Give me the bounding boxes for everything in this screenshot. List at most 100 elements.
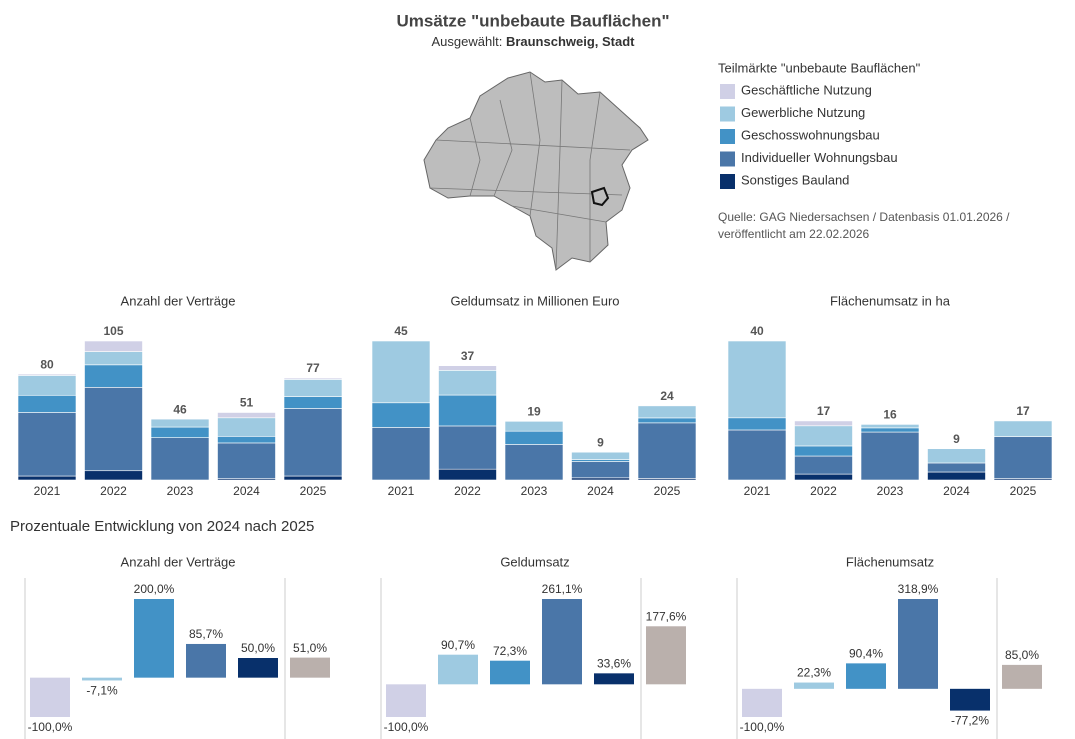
bar-segment (438, 370, 497, 396)
bar (742, 688, 782, 717)
x-tick-label: 2023 (877, 484, 904, 498)
value-label: -77,2% (951, 714, 989, 728)
value-label: 33,6% (597, 657, 631, 671)
bar-segment (17, 375, 77, 396)
bar-segment (17, 475, 77, 481)
total-label: 37 (461, 349, 475, 363)
x-tick-label: 2021 (388, 484, 415, 498)
bar (386, 684, 426, 717)
bar (82, 677, 122, 681)
bar-segment (504, 444, 564, 481)
bar-segment (860, 427, 920, 433)
bar (542, 599, 582, 685)
value-label: 22,3% (797, 666, 831, 680)
bar-segment (571, 477, 630, 481)
bar (186, 643, 226, 678)
bar-segment (283, 396, 343, 409)
bar-segment (438, 365, 497, 371)
bar (438, 654, 478, 685)
legend-label: Geschäftliche Nutzung (741, 82, 872, 97)
legend-swatch (720, 84, 735, 99)
value-label: 200,0% (134, 582, 175, 596)
value-label: -100,0% (740, 720, 785, 734)
bar-segment (150, 418, 210, 428)
chart-title: Geldumsatz (500, 554, 569, 569)
legend-swatch (720, 151, 735, 167)
bar-segment (84, 364, 143, 388)
legend-label: Sonstiges Bauland (741, 172, 849, 187)
legend-swatch (720, 129, 735, 144)
value-label: -7,1% (86, 684, 118, 698)
map (423, 71, 649, 271)
chart-title: Anzahl der Verträge (121, 293, 236, 308)
value-label: 177,6% (646, 609, 687, 623)
total-label: 17 (817, 404, 831, 418)
bar-segment (84, 387, 143, 472)
bar-segment (17, 412, 77, 477)
bar-segment (727, 340, 787, 419)
bar-segment (727, 417, 787, 431)
bar-segment (17, 394, 77, 413)
source: Quelle: GAG Niedersachsen / Datenbasis 0… (718, 210, 1010, 224)
bar-segment (371, 340, 431, 404)
bar-segment (794, 420, 853, 427)
bar-segment (84, 351, 143, 366)
value-label: 90,7% (441, 638, 475, 652)
x-tick-label: 2022 (100, 484, 127, 498)
bar-segment (727, 429, 787, 481)
bar (134, 599, 174, 678)
bar-segment (927, 448, 986, 464)
bar-segment (637, 422, 697, 479)
bar-segment (371, 427, 431, 481)
total-label: 46 (173, 402, 187, 416)
bar-segment (438, 425, 497, 470)
legend-label: Gewerbliche Nutzung (741, 105, 865, 120)
bar (1002, 664, 1042, 689)
bar-segment (438, 468, 497, 481)
chart-title: Flächenumsatz (846, 554, 934, 569)
legend-label: Individueller Wohnungsbau (741, 150, 898, 165)
value-label: 85,0% (1005, 648, 1039, 662)
value-label: 72,3% (493, 644, 527, 658)
bar-segment (860, 431, 920, 481)
bar-segment (927, 471, 986, 481)
value-label: 261,1% (542, 582, 583, 596)
x-tick-label: 2021 (744, 484, 771, 498)
x-tick-label: 2024 (943, 484, 970, 498)
bar-segment (637, 405, 697, 419)
chart-title: Anzahl der Verträge (121, 554, 236, 569)
source: veröffentlicht am 22.02.2026 (718, 227, 870, 241)
bar-segment (504, 421, 564, 432)
x-tick-label: 2022 (810, 484, 837, 498)
bar-segment (571, 451, 630, 460)
bar-segment (794, 473, 853, 481)
total-label: 19 (527, 404, 541, 418)
bar-segment (993, 436, 1053, 479)
bar (846, 663, 886, 689)
value-label: 318,9% (898, 582, 939, 596)
bar-segment (283, 379, 343, 397)
bar-segment (794, 445, 853, 457)
bar (794, 682, 834, 689)
selection: Braunschweig, Stadt (506, 34, 635, 49)
total-label: 9 (597, 435, 604, 449)
bar-segment (84, 340, 143, 352)
total-label: 77 (306, 361, 320, 375)
value-label: 50,0% (241, 641, 275, 655)
x-tick-label: 2021 (34, 484, 61, 498)
bar (594, 673, 634, 685)
legend-title: Teilmärkte "unbebaute Bauflächen" (718, 60, 921, 75)
bar (950, 688, 990, 711)
bar-segment (504, 430, 564, 445)
bar-segment (150, 426, 210, 438)
section-title: Prozentuale Entwicklung von 2024 nach 20… (10, 518, 314, 535)
subtitle-label: Ausgewählt: (431, 34, 502, 49)
bar-segment (371, 402, 431, 428)
bar (646, 626, 686, 685)
bar-segment (217, 442, 276, 479)
legend-swatch (720, 174, 735, 189)
x-tick-label: 2023 (521, 484, 548, 498)
bar-segment (283, 377, 343, 380)
